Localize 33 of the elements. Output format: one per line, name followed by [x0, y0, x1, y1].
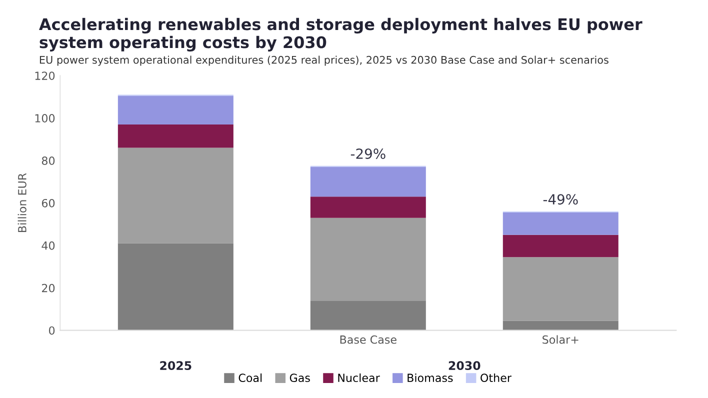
text: 2025	[160, 361, 192, 370]
y-tick-label: 80	[42, 156, 55, 165]
legend-label: Gas	[290, 374, 310, 382]
legend-label: Other	[480, 373, 512, 382]
bar	[118, 96, 234, 124]
x-tick-label: Base Case	[340, 335, 396, 344]
bar	[502, 234, 618, 258]
bar	[502, 320, 618, 330]
x-tick-label: Solar+	[542, 335, 578, 344]
legend-label: Nuclear	[338, 373, 380, 382]
chart-subtitle: EU power system operational expenditures (2025 real prices), 2025 vs 2030 Base Case and Solar+ scenarios	[40, 56, 608, 66]
bar	[502, 257, 618, 321]
y-tick-label: 20	[42, 284, 55, 292]
annotation: -49%	[543, 194, 578, 205]
legend-label: Biomass	[408, 373, 453, 382]
bar	[502, 212, 618, 235]
bar	[310, 166, 426, 197]
bar	[310, 218, 426, 301]
legend-label: Coal	[238, 373, 262, 382]
bar	[310, 196, 426, 218]
text: 2030	[448, 361, 480, 370]
y-tick-label: 60	[42, 198, 55, 208]
annotation: -29%	[350, 148, 386, 159]
y-axis-title: Billion EUR	[18, 173, 26, 232]
y-tick-label: 0	[48, 326, 55, 335]
bar	[118, 243, 234, 330]
bar	[310, 300, 426, 330]
y-tick-label: 100	[35, 114, 55, 122]
y-tick-label: 40	[42, 241, 55, 250]
bar	[118, 148, 234, 244]
bar	[118, 124, 234, 148]
y-tick-label: 120	[35, 72, 55, 80]
chart-title: Accelerating renewables and storage deployment halves EU power system operating costs by 2030	[39, 18, 642, 52]
